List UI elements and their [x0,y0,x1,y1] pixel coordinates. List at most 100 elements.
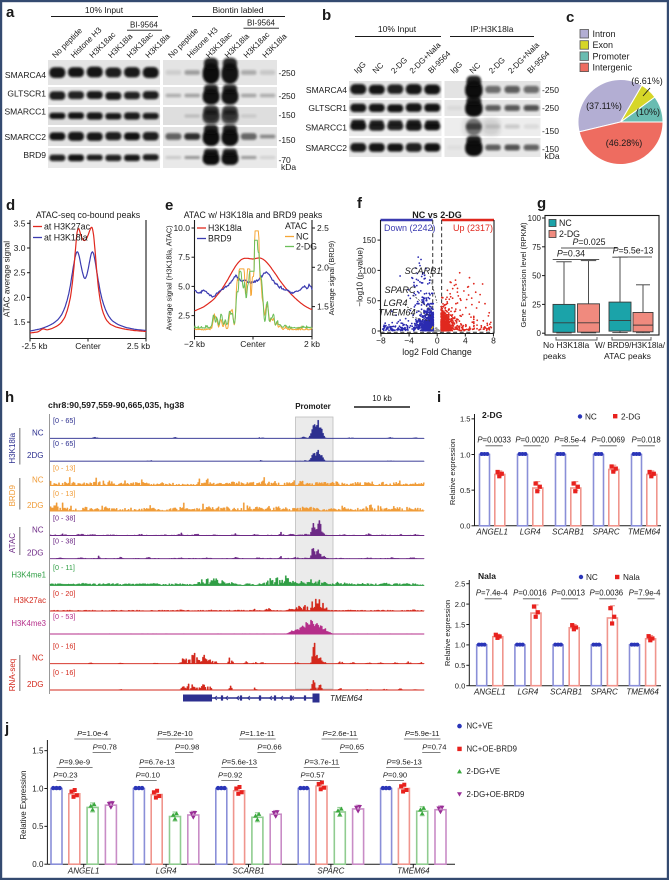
svg-text:f: f [357,195,363,212]
svg-text:ATAC average signal: ATAC average signal [3,241,12,317]
svg-text:ANGEL1: ANGEL1 [67,867,100,876]
svg-text:NC: NC [32,428,44,437]
svg-text:P=0.57: P=0.57 [300,771,324,780]
svg-text:P=7.9e-4: P=7.9e-4 [629,589,662,598]
svg-text:peaks: peaks [543,351,566,361]
svg-text:BRD9: BRD9 [23,150,46,160]
svg-text:NC: NC [32,654,44,663]
svg-text:2.5: 2.5 [317,223,329,233]
svg-text:ANGEL1: ANGEL1 [475,528,508,537]
svg-text:0: 0 [371,327,376,336]
svg-text:kDa: kDa [545,151,560,161]
svg-text:i: i [437,389,441,406]
svg-text:[0 - 11]: [0 - 11] [53,563,75,572]
svg-text:2.5: 2.5 [14,268,26,278]
svg-text:-150: -150 [279,135,296,145]
svg-text:4: 4 [463,336,468,346]
svg-text:Promoter: Promoter [593,51,630,61]
svg-text:7.5: 7.5 [178,252,190,262]
svg-text:Intergenic: Intergenic [593,63,633,73]
svg-text:Center: Center [240,339,266,349]
svg-text:1.5: 1.5 [460,415,471,424]
svg-text:SPARC: SPARC [385,285,416,295]
svg-text:P=0.78: P=0.78 [93,743,117,752]
svg-text:0.5: 0.5 [455,661,466,670]
svg-text:P=0.65: P=0.65 [340,743,364,752]
svg-text:SCARB1: SCARB1 [405,266,442,276]
svg-text:50: 50 [367,297,377,306]
svg-text:2.0: 2.0 [14,292,26,302]
svg-text:0.5: 0.5 [460,486,471,495]
svg-text:Up (2317): Up (2317) [453,223,493,233]
svg-text:P=5.2e-10: P=5.2e-10 [157,729,192,738]
svg-text:RNA-seq: RNA-seq [8,659,17,691]
svg-text:LGR4: LGR4 [383,298,407,308]
svg-text:ATAC peaks: ATAC peaks [604,351,651,361]
svg-text:SMARCC1: SMARCC1 [4,107,46,117]
svg-text:H3K4me1: H3K4me1 [11,570,46,579]
svg-text:3.0: 3.0 [14,243,26,253]
svg-text:2 kb: 2 kb [304,339,320,349]
svg-text:P=0.0020: P=0.0020 [515,436,549,445]
svg-text:SMARCA4: SMARCA4 [306,85,347,95]
svg-text:H3K4me3: H3K4me3 [11,619,46,628]
svg-text:P=0.0013: P=0.0013 [551,589,585,598]
svg-text:SMARCA4: SMARCA4 [5,70,46,80]
svg-text:P=7.4e-4: P=7.4e-4 [476,589,509,598]
svg-text:P=0.10: P=0.10 [136,771,160,780]
svg-text:GLTSCR1: GLTSCR1 [308,103,347,113]
svg-text:2-DG: 2-DG [296,242,317,252]
svg-text:j: j [4,720,9,737]
svg-text:TMEM64: TMEM64 [397,867,430,876]
svg-text:0: 0 [537,329,542,338]
svg-text:100: 100 [362,266,376,275]
svg-text:IP:H3K18la: IP:H3K18la [471,24,514,34]
svg-text:TMEM64: TMEM64 [378,308,415,318]
svg-text:TMEM64: TMEM64 [330,694,363,703]
svg-text:P=0.34: P=0.34 [557,249,585,259]
svg-text:[0 - 20]: [0 - 20] [53,589,75,598]
svg-text:NC: NC [32,526,44,535]
svg-text:-70: -70 [279,155,292,165]
svg-text:Average signal (H3K18la, ATAC): Average signal (H3K18la, ATAC) [165,225,174,330]
svg-text:P=0.74: P=0.74 [422,743,446,752]
svg-text:NC+VE: NC+VE [467,722,493,731]
svg-text:ATAC-seq co-bound peaks: ATAC-seq co-bound peaks [36,210,141,220]
svg-text:P=0.0016: P=0.0016 [513,589,547,598]
svg-text:Nala: Nala [623,573,640,582]
svg-text:50: 50 [532,272,541,281]
svg-text:-250: -250 [542,103,559,113]
svg-text:Nala: Nala [478,571,496,581]
svg-text:−2 kb: −2 kb [184,339,205,349]
svg-text:g: g [537,195,546,212]
svg-text:BRD9: BRD9 [208,234,232,244]
svg-text:BI-9564: BI-9564 [247,19,276,28]
svg-text:LGR4: LGR4 [517,688,538,697]
svg-text:(6.61%): (6.61%) [631,76,663,86]
svg-text:2-DG: 2-DG [621,413,641,422]
svg-text:Biontin labled: Biontin labled [212,5,263,15]
svg-text:[0 - 13]: [0 - 13] [53,489,75,498]
svg-text:[0 - 38]: [0 - 38] [53,537,75,546]
svg-text:chr8:90,597,559-90,665,035, hg: chr8:90,597,559-90,665,035, hg38 [48,400,184,410]
svg-text:GLTSCR1: GLTSCR1 [7,89,46,99]
svg-text:−4: −4 [404,336,414,346]
svg-text:P=0.92: P=0.92 [218,771,242,780]
svg-text:Gene Expression level (RPKM): Gene Expression level (RPKM) [519,222,528,328]
svg-text:ATAC: ATAC [285,221,308,231]
svg-text:2.0: 2.0 [317,262,329,272]
svg-text:W/ BRD9/H3K18la/: W/ BRD9/H3K18la/ [595,341,666,350]
svg-text:P=0.98: P=0.98 [175,743,199,752]
svg-text:P=5.6e-13: P=5.6e-13 [222,758,257,767]
svg-text:P=5.9e-11: P=5.9e-11 [405,729,440,738]
svg-text:SCARB1: SCARB1 [552,528,584,537]
svg-text:SMARCC1: SMARCC1 [305,123,347,133]
svg-text:P=2.6e-11: P=2.6e-11 [322,729,357,738]
svg-text:P=0.0033: P=0.0033 [477,436,511,445]
svg-text:P=3.7e-11: P=3.7e-11 [304,758,339,767]
svg-text:75: 75 [532,243,541,252]
svg-text:3.5: 3.5 [14,218,26,228]
svg-text:[0 - 65]: [0 - 65] [53,439,75,448]
svg-text:Relative expression: Relative expression [443,600,452,666]
svg-text:SMARCC2: SMARCC2 [4,132,46,142]
